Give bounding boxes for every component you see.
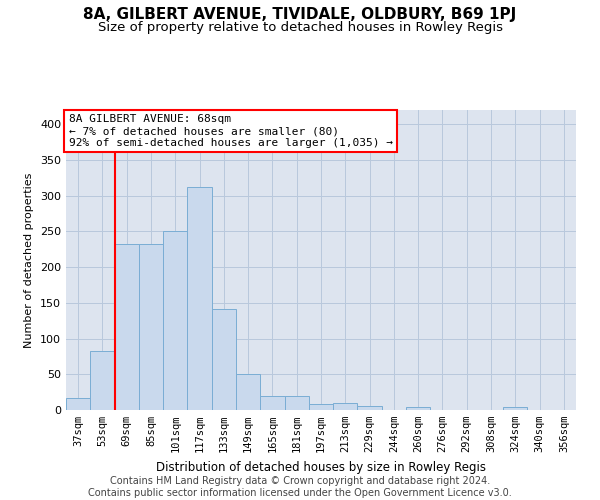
X-axis label: Distribution of detached houses by size in Rowley Regis: Distribution of detached houses by size …	[156, 460, 486, 473]
Bar	[333, 403, 358, 410]
Bar	[309, 404, 333, 410]
Bar	[236, 374, 260, 410]
Bar	[66, 398, 90, 410]
Bar	[406, 407, 430, 410]
Bar	[284, 396, 309, 410]
Bar	[163, 232, 187, 410]
Text: 8A, GILBERT AVENUE, TIVIDALE, OLDBURY, B69 1PJ: 8A, GILBERT AVENUE, TIVIDALE, OLDBURY, B…	[83, 8, 517, 22]
Text: Size of property relative to detached houses in Rowley Regis: Size of property relative to detached ho…	[97, 21, 503, 34]
Text: Contains HM Land Registry data © Crown copyright and database right 2024.
Contai: Contains HM Land Registry data © Crown c…	[88, 476, 512, 498]
Bar	[115, 244, 139, 410]
Bar	[139, 244, 163, 410]
Bar	[187, 187, 212, 410]
Y-axis label: Number of detached properties: Number of detached properties	[25, 172, 34, 348]
Bar	[260, 396, 284, 410]
Bar	[503, 407, 527, 410]
Bar	[90, 352, 115, 410]
Bar	[212, 308, 236, 410]
Bar	[358, 406, 382, 410]
Text: 8A GILBERT AVENUE: 68sqm
← 7% of detached houses are smaller (80)
92% of semi-de: 8A GILBERT AVENUE: 68sqm ← 7% of detache…	[68, 114, 392, 148]
